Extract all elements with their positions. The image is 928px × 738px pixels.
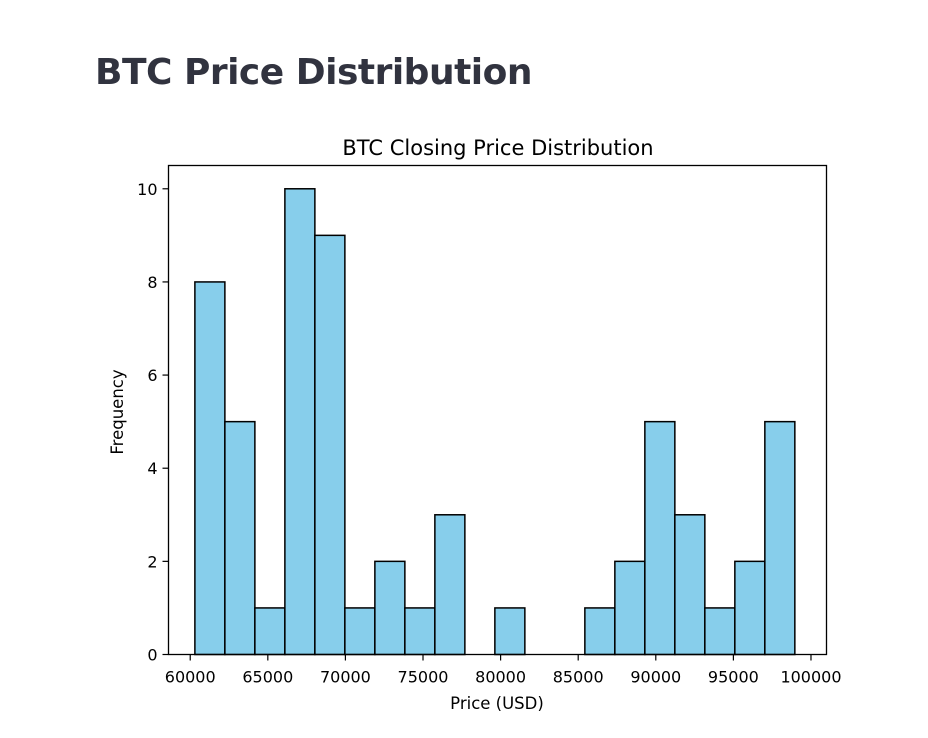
x-tick-label: 95000 [708, 668, 759, 687]
histogram-bar-1 [224, 420, 256, 656]
y-tick-label: 4 [147, 459, 157, 478]
histogram-bar-2 [254, 607, 286, 656]
histogram-bar-13 [584, 607, 616, 656]
histogram-bar-16 [674, 514, 706, 656]
x-tick-label: 80000 [475, 668, 526, 687]
histogram-bar-18 [734, 560, 766, 656]
histogram-bar-3 [284, 188, 316, 656]
histogram-bar-15 [644, 420, 676, 656]
y-tick-label: 2 [147, 552, 157, 571]
x-tick-label: 85000 [553, 668, 604, 687]
histogram-bar-14 [614, 560, 646, 656]
page-title: BTC Price Distribution [95, 52, 532, 93]
histogram-bar-0 [194, 281, 226, 656]
bars-group [194, 188, 796, 656]
x-tick-label: 100000 [780, 668, 841, 687]
histogram-bar-10 [494, 607, 526, 656]
plot-frame [167, 164, 828, 656]
y-axis-label: Frequency [108, 369, 127, 454]
y-axis-ticks: 0 2 4 6 8 10 [137, 180, 169, 665]
x-axis-ticks: 60000 65000 70000 75000 80000 85000 90000 95000… [165, 654, 842, 687]
x-tick-label: 65000 [242, 668, 293, 687]
y-tick-label: 10 [137, 180, 157, 199]
y-tick-label: 0 [147, 646, 157, 665]
x-tick-label: 70000 [320, 668, 371, 687]
histogram-chart: BTC Closing Price Distribution 60000 6500… [108, 136, 842, 713]
histogram-bar-8 [434, 514, 466, 656]
x-axis-label: Price (USD) [450, 694, 544, 713]
y-tick-label: 8 [147, 273, 157, 292]
chart-title: BTC Closing Price Distribution [342, 136, 653, 160]
y-tick-label: 6 [147, 366, 157, 385]
histogram-bar-7 [404, 607, 436, 656]
x-tick-label: 75000 [398, 668, 449, 687]
x-tick-label: 60000 [165, 668, 216, 687]
histogram-bar-17 [704, 607, 736, 656]
histogram-bar-4 [314, 234, 346, 656]
histogram-bar-5 [344, 607, 376, 656]
histogram-bar-19 [764, 420, 796, 656]
x-tick-label: 90000 [630, 668, 681, 687]
histogram-bar-6 [374, 560, 406, 656]
